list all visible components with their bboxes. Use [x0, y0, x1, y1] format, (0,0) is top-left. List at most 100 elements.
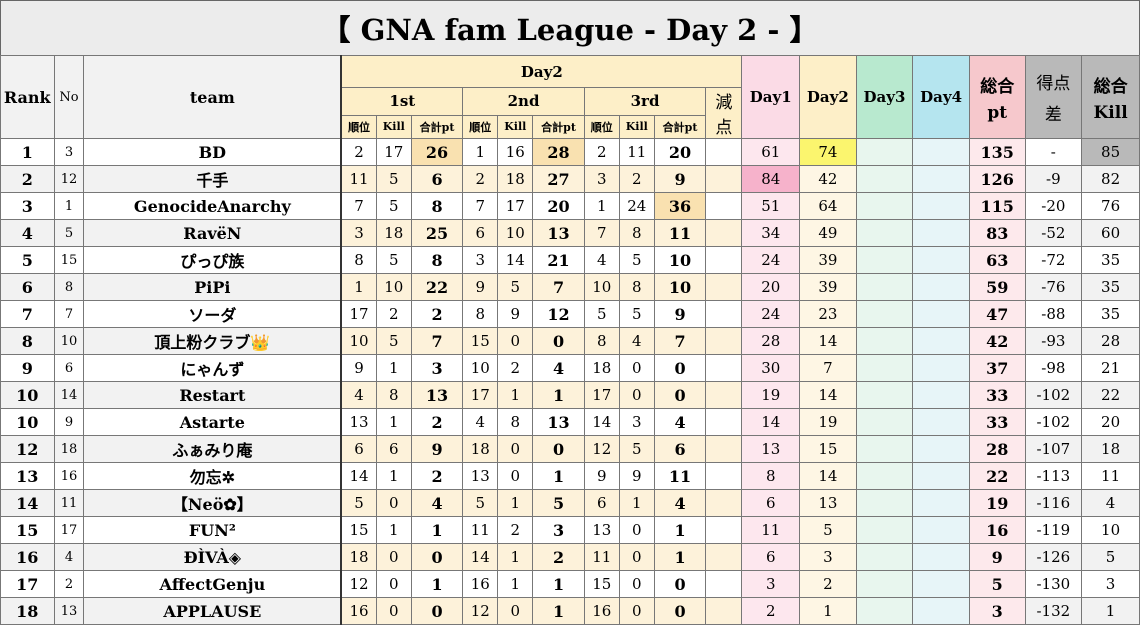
score-diff-cell: -116 [1024, 489, 1083, 517]
table-row: 15 17 FUN² 15 1 1 11 2 3 13 0 1 11 5 16 -119 10 [0, 516, 1140, 544]
g1-subtotal-cell: 2 [410, 462, 464, 490]
g3-kill-cell: 2 [618, 165, 655, 193]
team-name-cell: PiPi [83, 273, 342, 301]
g3-subtotal-cell: 9 [653, 165, 707, 193]
score-diff-cell: -113 [1024, 462, 1083, 490]
g1-kill-cell: 2 [375, 300, 412, 328]
g2-kill-cell: 10 [497, 219, 534, 247]
g1-placement-cell: 5 [340, 489, 377, 517]
penalty-cell [705, 354, 743, 382]
team-name-cell: にゃんず [83, 354, 342, 382]
g1-subtotal-cell: 1 [410, 516, 464, 544]
g3-placement-cell: 5 [583, 300, 620, 328]
day4-cell [912, 192, 970, 220]
g3-placement-cell: 2 [583, 138, 620, 166]
g1-subtotal-cell: 7 [410, 327, 464, 355]
header-day3: Day3 [855, 55, 914, 139]
total-pt-cell: 19 [968, 489, 1026, 517]
g3-placement-cell: 7 [583, 219, 620, 247]
header-kill-line2: Kill [1093, 102, 1128, 123]
day3-cell [855, 300, 914, 328]
table-row: 5 15 ぴっぴ族 8 5 8 3 14 21 4 5 10 24 39 63 -72 35 [0, 246, 1140, 274]
header-diff-line1: 得点 [1036, 74, 1071, 94]
header-day4: Day4 [912, 55, 970, 139]
g3-subtotal-cell: 10 [653, 273, 707, 301]
no-cell: 4 [53, 543, 85, 571]
g1-placement-cell: 12 [340, 570, 377, 598]
header-game2: 2nd [462, 87, 585, 116]
g3-kill-cell: 5 [618, 246, 655, 274]
day3-cell [855, 219, 914, 247]
g1-placement-cell: 4 [340, 381, 377, 409]
table-row: 9 6 にゃんず 9 1 3 10 2 4 18 0 0 30 7 37 -98 21 [0, 354, 1140, 382]
g1-kill-cell: 6 [375, 435, 412, 463]
g1-placement-cell: 14 [340, 462, 377, 490]
g2-subtotal-cell: 20 [532, 192, 585, 220]
g1-subtotal-cell: 3 [410, 354, 464, 382]
penalty-cell [705, 516, 743, 544]
total-kill-cell: 1 [1081, 597, 1140, 625]
day1-cell: 3 [741, 570, 801, 598]
penalty-cell [705, 543, 743, 571]
g2-subtotal-cell: 4 [532, 354, 585, 382]
team-name-cell: 勿忘✲ [83, 462, 342, 490]
g2-kill-cell: 14 [497, 246, 534, 274]
g3-kill-cell: 0 [618, 354, 655, 382]
total-kill-cell: 18 [1081, 435, 1140, 463]
header-g1-kill: Kill [375, 114, 412, 140]
penalty-cell [705, 489, 743, 517]
g3-subtotal-cell: 1 [653, 543, 707, 571]
g2-kill-cell: 1 [497, 489, 534, 517]
day2-cell: 39 [799, 273, 857, 301]
team-name-cell: BD [83, 138, 342, 166]
g3-subtotal-cell: 7 [653, 327, 707, 355]
day2-cell: 23 [799, 300, 857, 328]
team-name-cell: 千手 [83, 165, 342, 193]
g2-kill-cell: 5 [497, 273, 534, 301]
no-cell: 6 [53, 354, 85, 382]
g2-placement-cell: 16 [462, 570, 499, 598]
g2-placement-cell: 14 [462, 543, 499, 571]
header-total-kill: 総合 Kill [1081, 55, 1140, 139]
header-penalty-line1: 減 [715, 93, 733, 113]
no-cell: 7 [53, 300, 85, 328]
header-g1-subtotal: 合計pt [410, 114, 464, 140]
g3-kill-cell: 0 [618, 381, 655, 409]
g2-subtotal-cell: 1 [532, 381, 585, 409]
total-kill-cell: 10 [1081, 516, 1140, 544]
g2-subtotal-cell: 1 [532, 462, 585, 490]
g1-placement-cell: 9 [340, 354, 377, 382]
g3-kill-cell: 8 [618, 273, 655, 301]
g2-subtotal-cell: 2 [532, 543, 585, 571]
page-title: 【 GNA fam League - Day 2 - 】 [0, 0, 1140, 55]
g3-kill-cell: 24 [618, 192, 655, 220]
no-cell: 2 [53, 570, 85, 598]
header-penalty-line2: 点 [715, 118, 733, 138]
total-kill-cell: 4 [1081, 489, 1140, 517]
total-kill-cell: 22 [1081, 381, 1140, 409]
total-pt-cell: 22 [968, 462, 1026, 490]
penalty-cell [705, 435, 743, 463]
g1-kill-cell: 5 [375, 327, 412, 355]
header-penalty: 減 点 [705, 87, 743, 139]
total-kill-cell: 35 [1081, 300, 1140, 328]
rank-cell: 6 [0, 273, 55, 301]
day1-cell: 28 [741, 327, 801, 355]
g1-kill-cell: 5 [375, 246, 412, 274]
g3-subtotal-cell: 11 [653, 462, 707, 490]
score-diff-cell: -102 [1024, 381, 1083, 409]
header-day1: Day1 [741, 55, 801, 139]
g2-subtotal-cell: 12 [532, 300, 585, 328]
g2-placement-cell: 9 [462, 273, 499, 301]
day4-cell [912, 408, 970, 436]
g3-kill-cell: 0 [618, 597, 655, 625]
penalty-cell [705, 138, 743, 166]
day2-cell: 49 [799, 219, 857, 247]
team-name-cell: ĐÌVÀ◈ [83, 543, 342, 571]
g3-subtotal-cell: 1 [653, 516, 707, 544]
g1-placement-cell: 15 [340, 516, 377, 544]
g2-kill-cell: 1 [497, 570, 534, 598]
total-kill-cell: 5 [1081, 543, 1140, 571]
team-name-cell: AffectGenju [83, 570, 342, 598]
day4-cell [912, 435, 970, 463]
